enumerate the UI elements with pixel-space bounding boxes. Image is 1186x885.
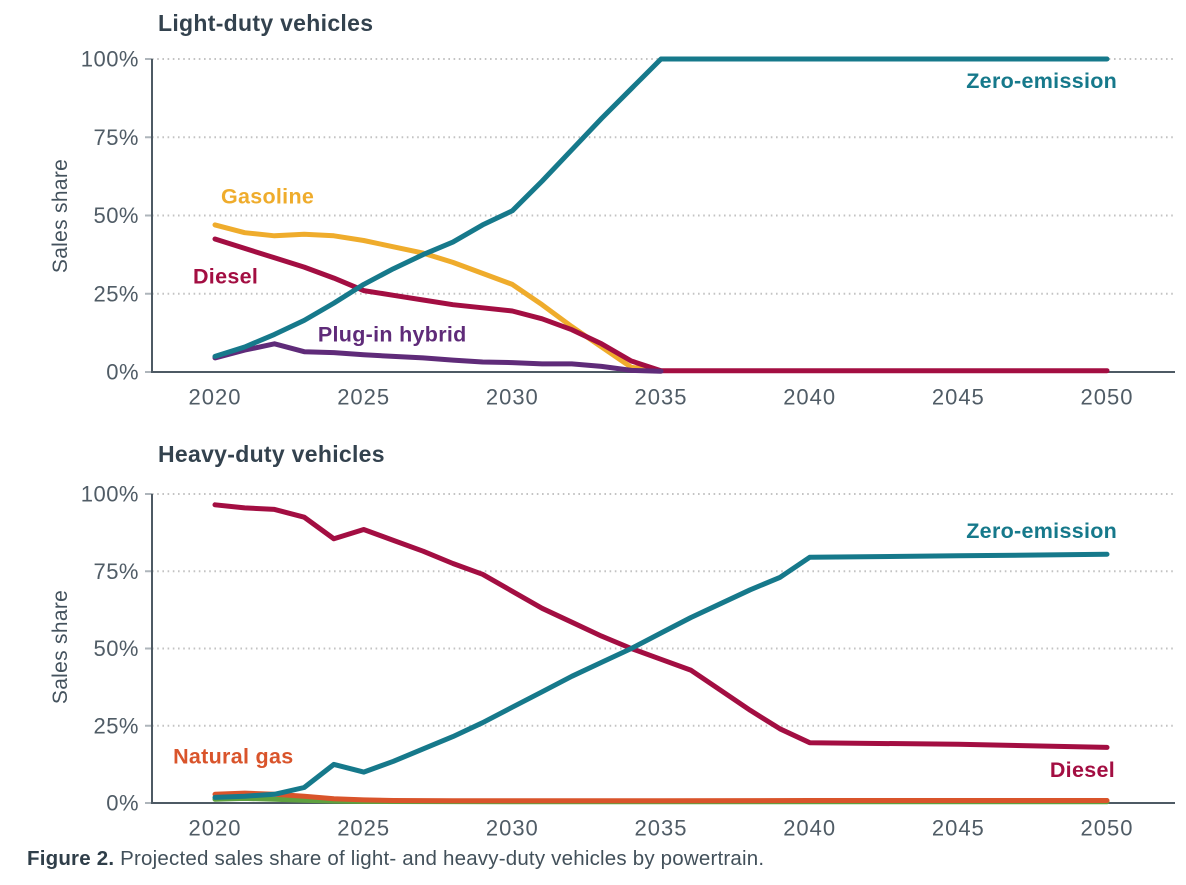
series-label-natural-gas: Natural gas [173, 745, 293, 769]
x-tick-label-2040: 2040 [783, 816, 836, 841]
figure-caption-label: Figure 2. [27, 847, 115, 870]
figure-caption-text: Projected sales share of light- and heav… [120, 847, 765, 870]
series-label-zero-emission: Zero-emission [966, 519, 1117, 543]
x-tick-label-2035: 2035 [635, 385, 688, 410]
series-line-natural-gas [212, 790, 1110, 804]
chart-title-heavy-duty: Heavy-duty vehicles [158, 441, 385, 467]
series-label-diesel: Diesel [193, 265, 258, 289]
x-tick-label-2025: 2025 [337, 816, 390, 841]
heavy-duty-chart: 0% 25% 50% 75% 100% 2020 2025 2030 2035 2040 2045 2… [81, 482, 1175, 841]
x-tick-label-2045: 2045 [932, 385, 985, 410]
series-line-diesel [212, 236, 1110, 374]
figure-caption: Figure 2. Projected sales share of light… [27, 847, 764, 871]
y-tick-label-100: 100% [81, 47, 139, 72]
y-tick-label-0: 0% [106, 360, 139, 385]
series-label-zero-emission: Zero-emission [966, 69, 1117, 93]
series-label-diesel: Diesel [1050, 758, 1115, 782]
series-line-plug-in-hybrid [212, 341, 664, 374]
x-tick-label-2050: 2050 [1081, 816, 1134, 841]
series-line-zero-emission [212, 56, 1110, 359]
series-line-diesel [212, 502, 1110, 750]
y-tick-label-100: 100% [81, 482, 139, 507]
chart-title-light-duty: Light-duty vehicles [158, 10, 374, 36]
x-tick-label-2020: 2020 [189, 385, 242, 410]
y-tick-label-50: 50% [93, 203, 139, 228]
x-tick-label-2020: 2020 [189, 816, 242, 841]
light-duty-chart: 0% 25% 50% 75% 100% 2020 2025 2030 2035 2040 2045 2… [81, 47, 1175, 410]
x-tick-label-2030: 2030 [486, 385, 539, 410]
x-tick-label-2050: 2050 [1081, 385, 1134, 410]
y-tick-label-75: 75% [93, 559, 139, 584]
series-line-zero-emission [212, 551, 1110, 800]
x-tick-label-2030: 2030 [486, 816, 539, 841]
x-tick-label-2035: 2035 [635, 816, 688, 841]
y-tick-label-25: 25% [93, 281, 139, 306]
y-tick-label-0: 0% [106, 791, 139, 816]
y-tick-label-75: 75% [93, 125, 139, 150]
series-label-plug-in-hybrid: Plug-in hybrid [318, 322, 467, 346]
x-tick-label-2025: 2025 [337, 385, 390, 410]
y-tick-label-25: 25% [93, 713, 139, 738]
y-tick-label-50: 50% [93, 636, 139, 661]
x-tick-label-2040: 2040 [783, 385, 836, 410]
series-label-gasoline: Gasoline [221, 185, 314, 209]
x-tick-label-2045: 2045 [932, 816, 985, 841]
